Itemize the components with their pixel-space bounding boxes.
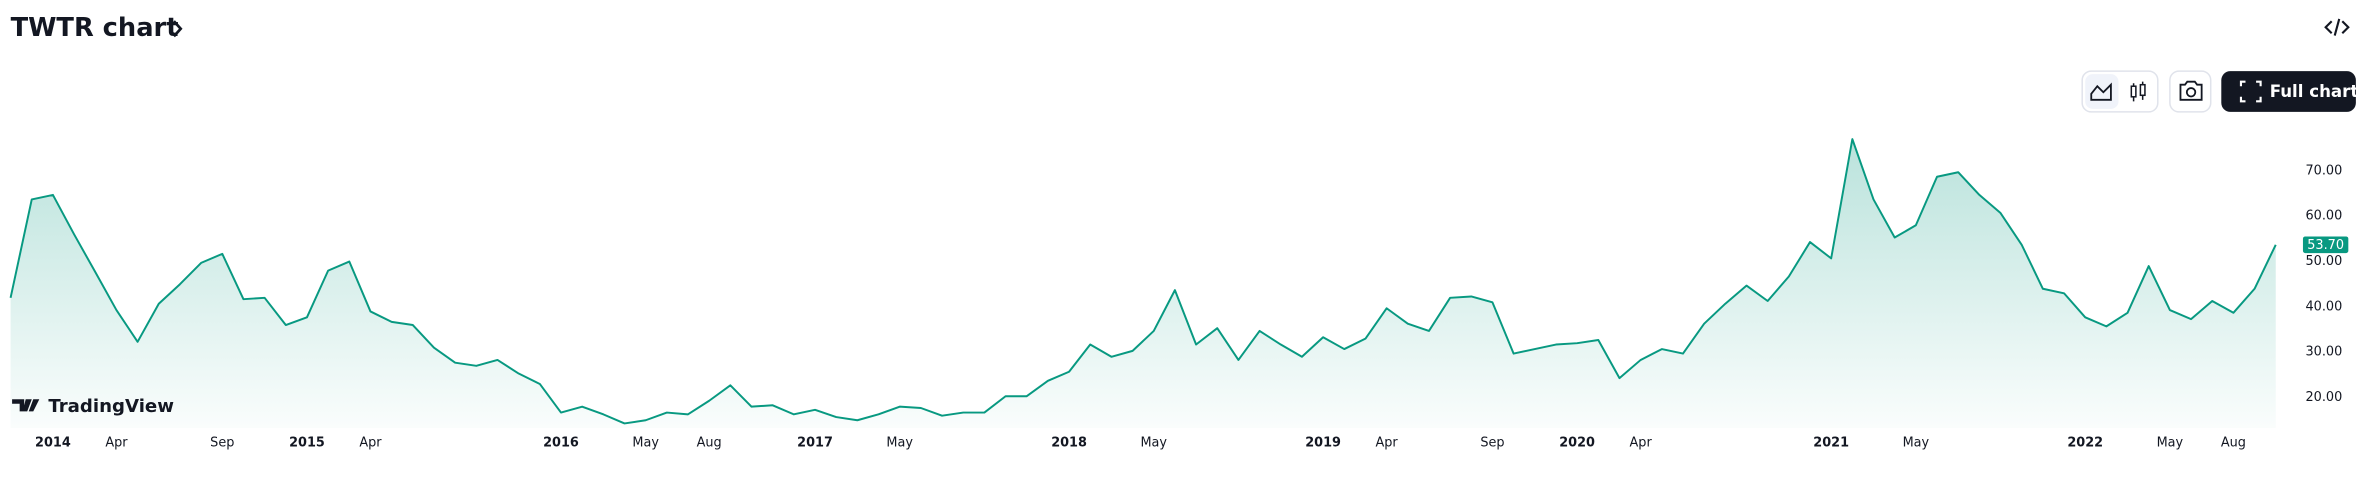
y-tick-label: 30.00 [2305,345,2342,360]
candle-style-button[interactable] [2130,81,2146,102]
x-tick-label: Aug [697,436,722,451]
x-tick-label: 2020 [1559,436,1595,451]
x-tick-label: Sep [210,436,234,451]
x-tick-label: May [1903,436,1930,451]
y-tick-label: 40.00 [2305,299,2342,314]
x-tick-label: Apr [105,436,128,451]
logo-text: TradingView [48,396,174,417]
embed-icon [2324,18,2350,36]
x-tick-label: 2022 [2067,436,2103,451]
x-tick-label: Apr [1375,436,1398,451]
x-tick-label: 2019 [1305,436,1341,451]
x-tick-label: 2015 [289,436,325,451]
x-tick-label: Apr [359,436,382,451]
x-tick-label: May [1140,436,1167,451]
x-tick-label: 2014 [35,436,71,451]
candle-icon [2130,85,2137,98]
title-link[interactable]: TWTR chart [11,13,183,43]
x-tick-label: Apr [1630,436,1653,451]
x-tick-label: May [886,436,913,451]
tradingview-logo: TradingView [12,396,174,417]
chart-title: TWTR chart [11,13,179,43]
camera-icon [2185,87,2197,98]
x-tick-label: May [632,436,659,451]
x-tick-label: 2017 [797,436,833,451]
logo-icon [12,399,40,412]
y-tick-label: 60.00 [2305,209,2342,224]
x-tick-label: Aug [2221,436,2246,451]
last-price-badge [2302,236,2349,254]
area-fill [10,139,2276,428]
full-chart-button[interactable]: Full chart [2221,71,2358,112]
x-tick-label: May [2157,436,2184,451]
embed-button[interactable] [2324,18,2350,36]
price-line [9,138,2277,425]
y-tick-label: 50.00 [2305,254,2342,269]
y-tick-label: 20.00 [2305,390,2342,405]
x-tick-label: 2018 [1051,436,1087,451]
area-icon [2090,82,2112,101]
snapshot-button[interactable] [2169,70,2212,113]
fullscreen-icon [2239,80,2262,103]
y-tick-label: 70.00 [2305,163,2342,178]
x-tick-label: 2016 [543,436,579,451]
area-style-button[interactable] [2085,74,2119,109]
camera-icon [2179,80,2203,101]
x-tick-label: 2021 [1813,436,1849,451]
chevron-icon [172,20,183,38]
button-bg [2169,70,2212,113]
plot: 20.00 30.00 40.00 50.00 60.00 70.00 2014 Apr Sep… [9,138,2349,451]
button-label: Full chart [2270,82,2359,101]
button-bg [2221,71,2356,112]
candle-icon [2139,83,2146,97]
last-price-label: 53.70 [2307,238,2344,253]
x-tick-label: Sep [1480,436,1504,451]
